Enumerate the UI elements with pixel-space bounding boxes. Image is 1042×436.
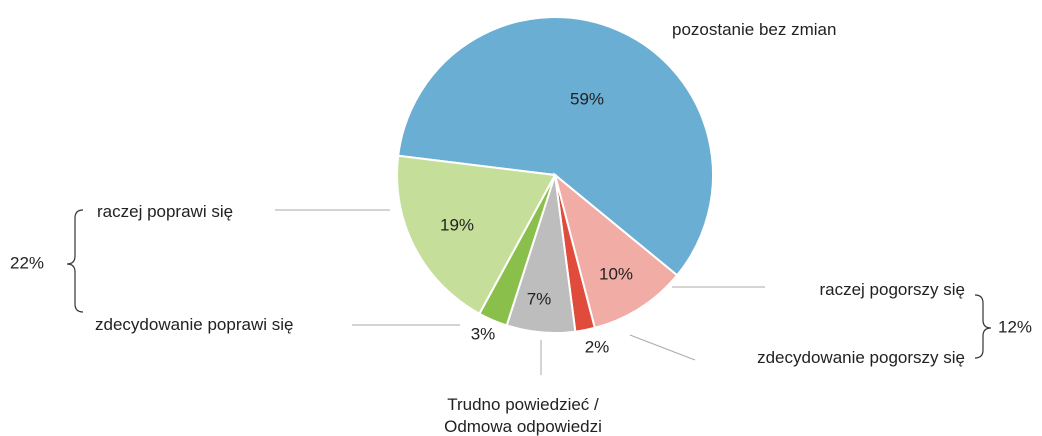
group-bracket — [974, 294, 992, 359]
value-label: 2% — [585, 337, 610, 356]
category-label: raczej pogorszy się — [819, 280, 965, 299]
category-label: zdecydowanie poprawi się — [95, 315, 294, 334]
value-label: 10% — [599, 264, 633, 283]
pie-slice — [396, 154, 557, 316]
value-label: 7% — [527, 289, 552, 308]
value-label: 3% — [471, 324, 496, 343]
pie-slice — [397, 16, 714, 277]
category-label: pozostanie bez zmian — [672, 20, 837, 39]
value-label: 59% — [570, 89, 604, 108]
category-label: raczej poprawi się — [97, 202, 234, 221]
category-label: zdecydowanie pogorszy się — [757, 348, 965, 367]
leader-line — [629, 334, 696, 361]
group-label: 12% — [998, 317, 1032, 336]
category-label: Trudno powiedzieć / Odmowa odpowiedzi — [444, 395, 602, 436]
group-bracket — [66, 209, 84, 313]
group-label: 22% — [10, 253, 44, 272]
value-label: 19% — [440, 215, 474, 234]
